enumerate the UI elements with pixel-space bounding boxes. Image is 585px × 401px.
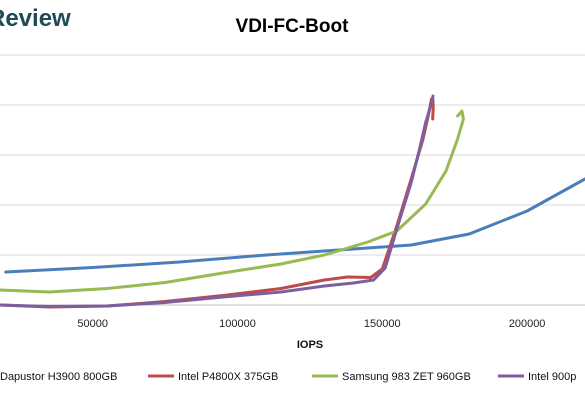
series-line-1 xyxy=(4,177,585,274)
legend-label-3: Samsung 983 ZET 960GB xyxy=(342,371,471,383)
legend-label-4: Intel 900p xyxy=(528,371,576,383)
x-axis-ticks: 50000 100000 150000 200000 xyxy=(77,318,545,330)
x-tick-label: 200000 xyxy=(509,318,546,330)
series-lines xyxy=(0,94,585,309)
brand-logo: Review xyxy=(0,5,71,32)
x-tick-label: 100000 xyxy=(219,318,256,330)
x-tick-label: 150000 xyxy=(364,318,401,330)
x-tick-label: 50000 xyxy=(77,318,108,330)
chart-legend: Dapustor H3900 800GB Intel P4800X 375GB Sa… xyxy=(0,371,576,383)
chart-title: VDI-FC-Boot xyxy=(236,16,350,37)
series-line-2 xyxy=(0,97,435,309)
series-line-3 xyxy=(0,109,465,294)
gridlines xyxy=(0,54,585,306)
legend-label-2: Intel P4800X 375GB xyxy=(178,371,278,383)
legend-label-1: Dapustor H3900 800GB xyxy=(0,371,117,383)
x-axis-label: IOPS xyxy=(297,339,323,351)
series-line-4 xyxy=(0,94,435,308)
